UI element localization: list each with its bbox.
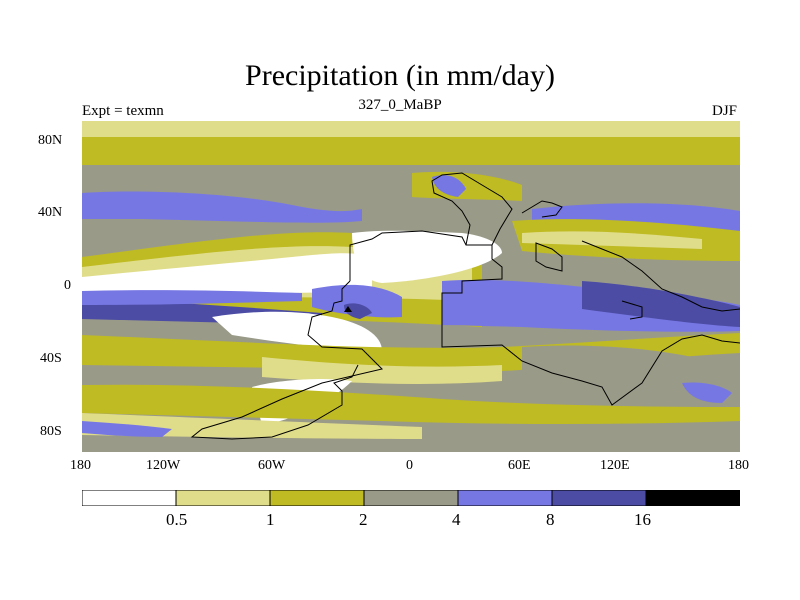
colorbar-swatch-1 bbox=[175, 490, 271, 506]
coastline bbox=[190, 172, 740, 440]
lon-tick-120w: 120W bbox=[146, 458, 181, 473]
antarctic-gray bbox=[82, 437, 740, 452]
marker bbox=[344, 306, 352, 312]
colorbar-swatch-5 bbox=[551, 490, 647, 506]
south-pacific-blue bbox=[82, 290, 302, 305]
colorbar-label-1: 1 bbox=[266, 510, 275, 529]
arctic-band bbox=[82, 121, 740, 137]
chart-subtitle: 327_0_MaBP bbox=[358, 97, 442, 113]
coastline-east bbox=[521, 200, 740, 312]
colorbar-swatch-2 bbox=[269, 490, 365, 506]
pacific-white-band bbox=[82, 253, 372, 295]
colorbar-label-4: 4 bbox=[452, 510, 461, 529]
lon-tick-180e: 180 bbox=[728, 458, 749, 473]
southern-blue bbox=[82, 421, 172, 437]
south-yellow-band bbox=[262, 357, 502, 384]
colorbar-label-8: 8 bbox=[546, 510, 555, 529]
arctic-band bbox=[82, 137, 740, 165]
lat-tick-40s: 40S bbox=[40, 351, 62, 366]
lat-tick-0: 0 bbox=[64, 278, 71, 293]
asia-yellow bbox=[522, 231, 702, 249]
lat-tick-80n: 80N bbox=[38, 133, 63, 148]
experiment-label: Expt = texmn bbox=[82, 103, 164, 119]
south-pacific-white-cell bbox=[212, 311, 382, 351]
equatorial-blue-gondwana bbox=[312, 284, 402, 318]
pangea-tropical-white bbox=[352, 230, 502, 283]
lat-tick-80s: 80S bbox=[40, 424, 62, 439]
gondwana-dark-blue-cell bbox=[344, 303, 372, 319]
lon-tick-180w: 180 bbox=[70, 458, 91, 473]
colorbar-label-0.5: 0.5 bbox=[166, 510, 188, 529]
tethys-dark-blue bbox=[582, 281, 740, 327]
colorbar bbox=[82, 490, 740, 506]
colorbar-swatch-0 bbox=[82, 490, 177, 506]
colorbar-label-16: 16 bbox=[634, 510, 651, 529]
lat-tick-40n: 40N bbox=[38, 205, 63, 220]
chart-title: Precipitation (in mm/day) bbox=[245, 59, 555, 92]
colorbar-swatch-3 bbox=[363, 490, 459, 506]
colorbar-swatch-6 bbox=[645, 490, 740, 506]
south-indian-blue bbox=[682, 382, 732, 403]
south-atlantic-gray bbox=[522, 345, 692, 390]
north-pacific-storm-track bbox=[82, 191, 362, 223]
lon-tick-60w: 60W bbox=[258, 458, 286, 473]
precipitation-map bbox=[82, 121, 740, 452]
lon-tick-0: 0 bbox=[406, 458, 413, 473]
eurasia-blue bbox=[432, 175, 466, 197]
colorbar-swatch-4 bbox=[457, 490, 553, 506]
southern-olive bbox=[82, 384, 740, 424]
colorbar-label-2: 2 bbox=[359, 510, 368, 529]
season-label: DJF bbox=[712, 103, 738, 119]
lon-tick-120e: 120E bbox=[600, 458, 630, 473]
lon-tick-60e: 60E bbox=[508, 458, 531, 473]
